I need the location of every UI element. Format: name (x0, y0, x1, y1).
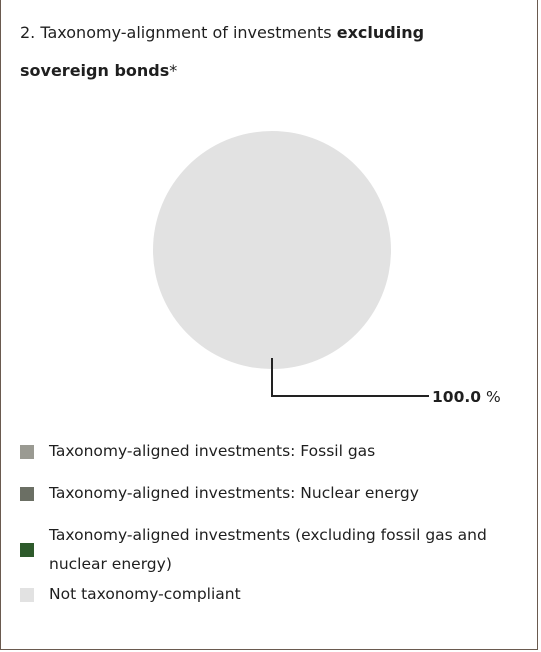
data-label-3: 100.0 % (432, 388, 501, 406)
legend-item: Taxonomy-aligned investments: Nuclear en… (20, 479, 530, 508)
legend-swatch (20, 587, 34, 602)
legend-item: Not taxonomy-compliant (20, 580, 530, 609)
legend-swatch (20, 486, 34, 501)
legend-item: Taxonomy-aligned investments: Fossil gas (20, 437, 530, 466)
legend-swatch (20, 543, 34, 557)
legend-label: Taxonomy-aligned investments (excluding … (49, 526, 487, 573)
legend-label: Taxonomy-aligned investments: Nuclear en… (49, 484, 419, 502)
chart-title: 2. Taxonomy-alignment of investments exc… (20, 14, 500, 90)
legend-label: Taxonomy-aligned investments: Fossil gas (49, 442, 376, 460)
data-label-unit-3: % (481, 388, 501, 406)
legend-item: Taxonomy-aligned investments (excluding … (20, 521, 530, 579)
pie-slice-3 (153, 131, 391, 369)
chart-title-prefix: 2. Taxonomy-alignment of investments (20, 23, 337, 42)
data-label-leader-3 (271, 358, 429, 397)
chart-title-suffix: * (169, 61, 178, 80)
chart-title-bold: excluding sovereign bonds (20, 23, 425, 80)
legend-label: Not taxonomy-compliant (49, 585, 241, 603)
pie-chart: 100.0 % (153, 131, 501, 406)
data-label-value-3: 100.0 (432, 388, 481, 406)
legend-swatch (20, 444, 34, 459)
